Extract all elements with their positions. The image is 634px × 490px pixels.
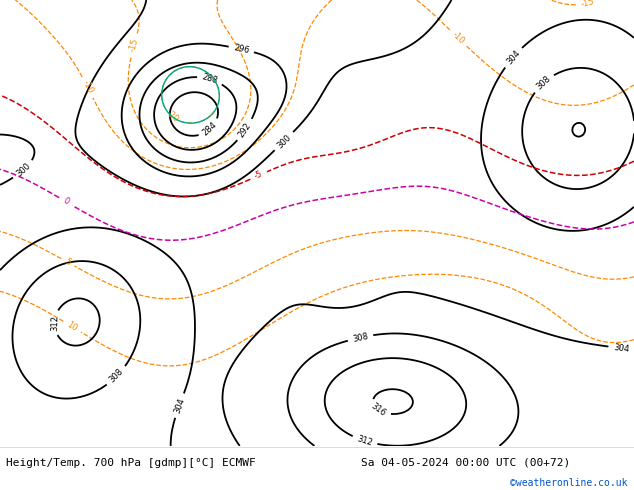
Text: 304: 304 [613, 343, 630, 354]
Text: 5: 5 [63, 257, 72, 268]
Text: 308: 308 [534, 74, 552, 92]
Text: Sa 04-05-2024 00:00 UTC (00+72): Sa 04-05-2024 00:00 UTC (00+72) [361, 458, 571, 467]
Text: 304: 304 [505, 49, 522, 66]
Text: -20: -20 [164, 109, 180, 124]
Text: 288: 288 [201, 73, 219, 86]
Text: 296: 296 [233, 43, 250, 55]
Text: 0: 0 [61, 196, 70, 207]
Text: 308: 308 [108, 367, 126, 385]
Text: 284: 284 [201, 121, 219, 138]
Text: Height/Temp. 700 hPa [gdmp][°C] ECMWF: Height/Temp. 700 hPa [gdmp][°C] ECMWF [6, 458, 256, 467]
Text: 312: 312 [356, 434, 373, 447]
Text: 304: 304 [172, 396, 186, 415]
Text: -5: -5 [253, 170, 264, 181]
Text: 292: 292 [237, 121, 254, 139]
Text: 10: 10 [65, 320, 79, 333]
Text: 316: 316 [370, 402, 388, 418]
Text: 312: 312 [50, 315, 60, 331]
Text: -10: -10 [81, 79, 94, 96]
Text: 300: 300 [15, 161, 32, 178]
Text: -15: -15 [128, 37, 140, 52]
Text: -10: -10 [450, 30, 466, 46]
Text: 300: 300 [275, 132, 293, 150]
Text: ©weatheronline.co.uk: ©weatheronline.co.uk [510, 478, 628, 489]
Text: -15: -15 [579, 0, 595, 9]
Text: 308: 308 [352, 332, 369, 343]
